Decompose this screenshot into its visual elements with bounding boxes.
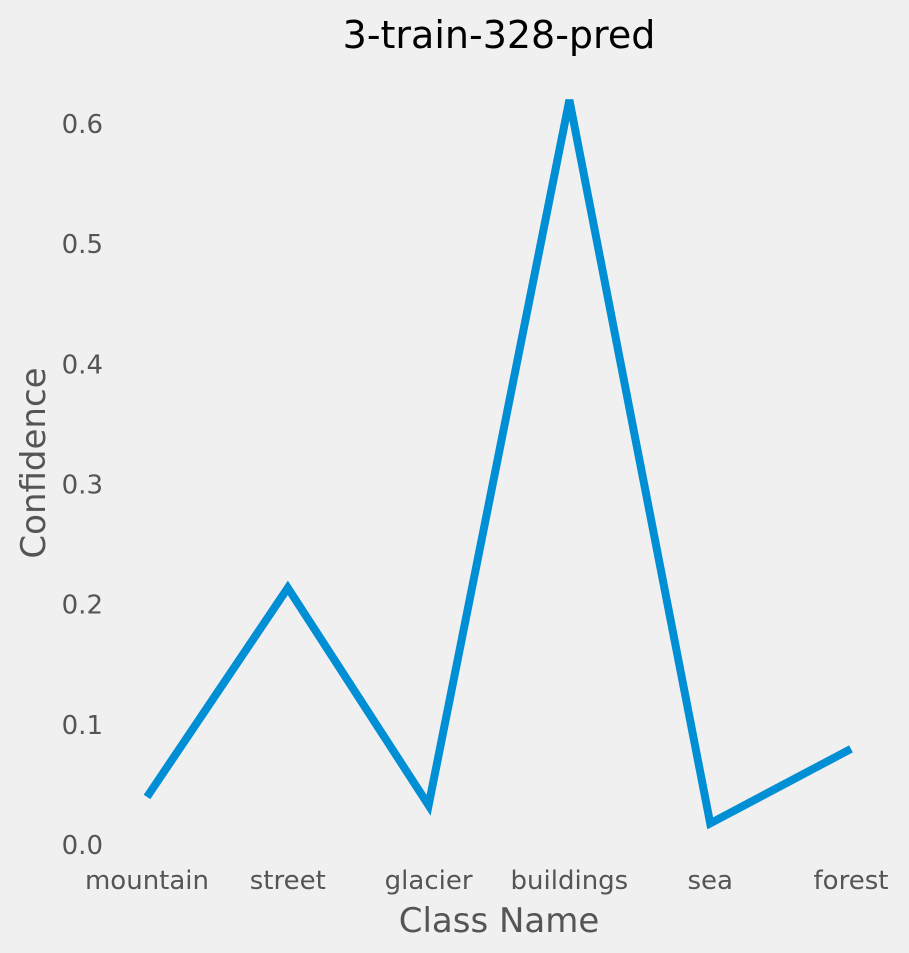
x-tick-label: street — [250, 866, 326, 896]
y-tick-label: 0.3 — [62, 471, 103, 501]
series-line — [143, 99, 853, 830]
y-axis-label: Confidence — [14, 367, 54, 558]
y-tick-label: 0.2 — [62, 591, 103, 621]
y-tick-label: 0.4 — [62, 350, 103, 380]
y-tick-labels: 0.0 0.1 0.2 0.3 0.4 0.5 0.6 — [62, 110, 103, 861]
y-tick-label: 0.0 — [62, 831, 103, 861]
y-tick-label: 0.5 — [62, 230, 103, 260]
y-tick-label: 0.6 — [62, 110, 103, 140]
x-tick-label: sea — [687, 866, 732, 896]
y-tick-label: 0.1 — [62, 711, 103, 741]
chart-title: 3-train-328-pred — [343, 13, 656, 57]
x-tick-label: mountain — [85, 866, 209, 896]
x-tick-label: forest — [814, 866, 889, 896]
series-group — [143, 99, 853, 830]
x-tick-labels: mountain street glacier buildings sea forest — [85, 866, 888, 896]
x-tick-label: buildings — [511, 866, 629, 896]
x-axis-label: Class Name — [399, 901, 600, 941]
x-tick-label: glacier — [385, 866, 473, 896]
